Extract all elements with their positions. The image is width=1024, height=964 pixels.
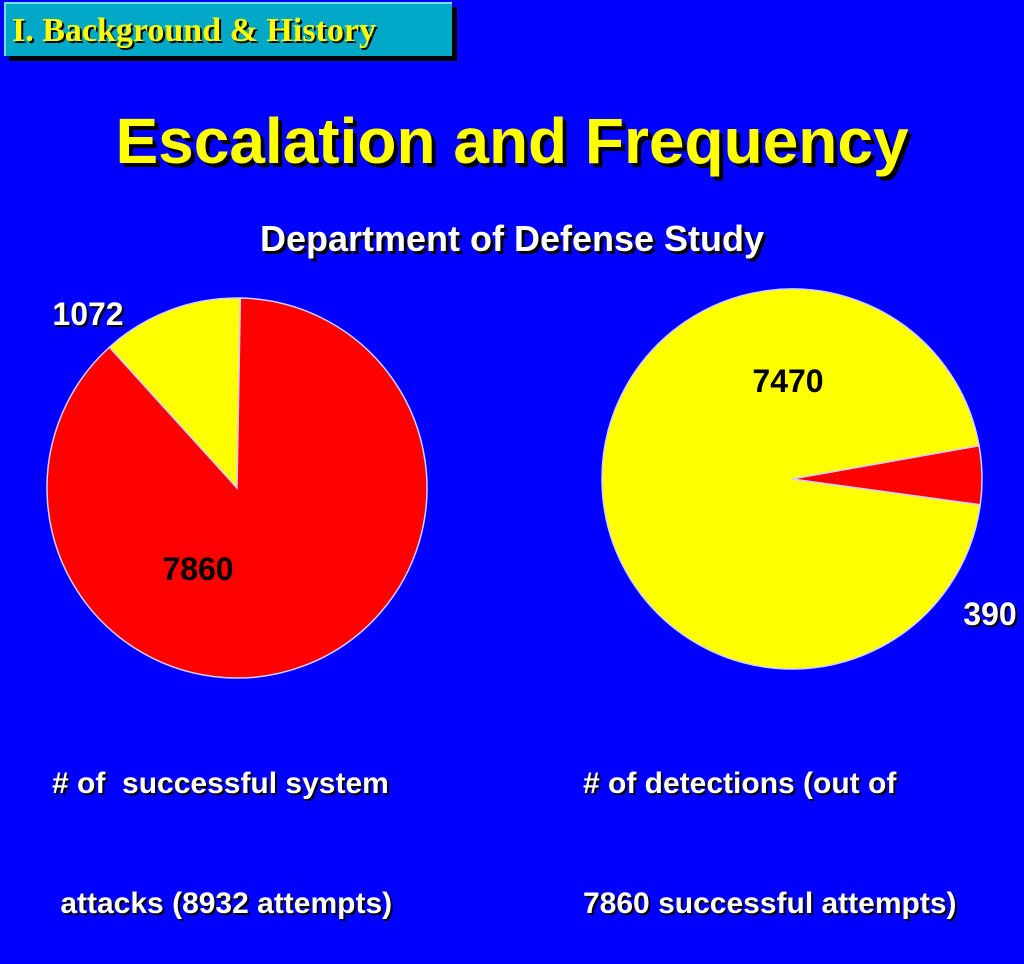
left-pie-label-shadow-1072: 1072 [54,298,125,334]
right-caption-line-1: # of detections (out of [583,767,897,800]
left-pie-caption: # of successful system attacks (8932 att… [52,684,392,964]
right-pie-caption: # of detections (out of 7860 successful … [583,684,957,964]
left-caption-line-1: # of successful system [52,767,389,800]
left-caption-line-2: attacks (8932 attempts) [52,887,393,920]
left-pie-slice-7860 [46,297,428,679]
right-pie-slice-390 [791,444,983,506]
right-caption-line-2: 7860 successful attempts) [583,887,957,920]
right-pie-label-shadow-390: 390 [965,598,1018,634]
page-title: Escalation and Frequency [115,105,909,177]
left-pie-slice-1072 [108,297,242,490]
right-pie-slice-7470 [601,288,982,670]
section-tag: I. Background & History [4,2,452,56]
right-pie-label-390: 390 [963,596,1016,632]
section-tag-label: I. Background & History [12,12,376,49]
chart-subtitle: Department of Defense Study [259,218,765,259]
left-pie-label-1072: 1072 [52,296,123,332]
right-pie-label-7470: 7470 [752,363,823,399]
left-pie-label-7860: 7860 [162,551,233,587]
